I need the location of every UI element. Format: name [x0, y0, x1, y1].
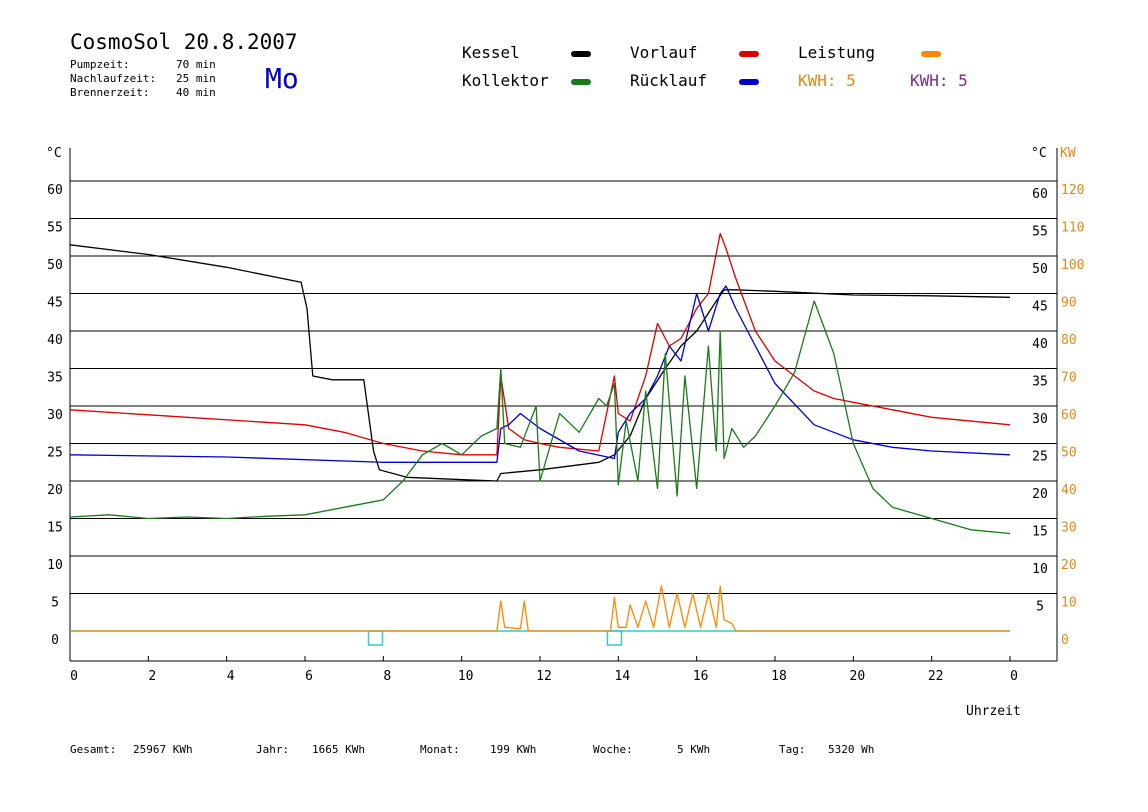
y-tick-label-left: 10 — [47, 558, 63, 573]
legend-leistung: Leistung — [798, 43, 876, 62]
y-tick-label-right: 25 — [1032, 450, 1048, 465]
y2-axis-title: KW — [1060, 146, 1076, 161]
legend-ruecklauf: Rücklauf — [630, 71, 708, 90]
footer-monat-label: Monat: — [420, 743, 460, 756]
y-tick-label-left: 45 — [47, 296, 63, 311]
y-tick-label-right: 20 — [1032, 487, 1048, 502]
y-tick-label-left: 20 — [47, 483, 63, 498]
param-value-pumpzeit: 70 min — [176, 58, 216, 71]
series-kollektor-line — [69, 300, 1011, 535]
y-tick-label-left: 30 — [47, 408, 63, 423]
series-kessel-line — [69, 244, 1011, 482]
footer-gesamt-label: Gesamt: — [70, 743, 117, 756]
y-tick-label-left: 15 — [47, 521, 63, 536]
x-tick-label: 0 — [70, 669, 78, 684]
footer-gesamt-value: 25967 KWh — [133, 743, 193, 756]
footer-monat-value: 199 KWh — [490, 743, 537, 756]
legend-kwh-2: KWH: 5 — [910, 71, 968, 90]
y2-tick-label: 50 — [1061, 446, 1077, 461]
x-tick-label: 2 — [148, 669, 156, 684]
legend-kollektor: Kollektor — [462, 71, 549, 90]
x-tick-label: 18 — [771, 669, 787, 684]
y-tick-label-left: 50 — [47, 258, 63, 273]
y2-tick-label: 40 — [1061, 483, 1077, 498]
y-tick-label-left: 60 — [47, 183, 63, 198]
pump-marker — [367, 630, 384, 646]
param-label-brennerzeit: Brennerzeit: — [70, 86, 150, 99]
x-tick-label: 8 — [383, 669, 391, 684]
y-tick-label-right: 55 — [1032, 225, 1048, 240]
x-tick-label: 16 — [693, 669, 709, 684]
y2-tick-label: 60 — [1061, 408, 1077, 423]
legend-kollektor-swatch — [571, 79, 591, 85]
series-leistung-line — [70, 585, 1010, 632]
legend-vorlauf-swatch — [739, 51, 759, 57]
y-axis-title-right: °C — [1031, 146, 1047, 161]
y2-tick-label: 0 — [1061, 633, 1069, 648]
x-tick-label: 0 — [1010, 669, 1018, 684]
series-ruecklauf-line — [69, 285, 1011, 463]
footer-tag-value: 5320 Wh — [828, 743, 875, 756]
y-tick-label-right: 50 — [1032, 262, 1048, 277]
y2-tick-label: 10 — [1061, 596, 1077, 611]
y-tick-label-left: 0 — [51, 633, 59, 648]
y-tick-label-right: 45 — [1032, 300, 1048, 315]
param-label-pumpzeit: Pumpzeit: — [70, 58, 130, 71]
y-tick-label-left: 55 — [47, 221, 63, 236]
x-tick-label: 12 — [536, 669, 552, 684]
y2-tick-label: 70 — [1061, 371, 1077, 386]
footer-woche-value: 5 KWh — [677, 743, 711, 756]
weekday-label: Mo — [265, 62, 299, 95]
y2-tick-label: 30 — [1061, 521, 1077, 536]
y-tick-label-right: 60 — [1032, 187, 1048, 202]
x-tick-label: 14 — [615, 669, 631, 684]
chart-title: CosmoSol 20.8.2007 — [70, 30, 298, 54]
pump-marker — [606, 630, 623, 646]
x-tick-label: 6 — [305, 669, 313, 684]
legend-kwh-1: KWH: 5 — [798, 71, 856, 90]
x-tick-label: 10 — [458, 669, 474, 684]
y-axis-title-left: °C — [46, 146, 62, 161]
legend-ruecklauf-swatch — [739, 79, 759, 85]
param-value-brennerzeit: 40 min — [176, 86, 216, 99]
legend-vorlauf: Vorlauf — [630, 43, 698, 62]
x-tick-label: 20 — [850, 669, 866, 684]
y2-tick-label: 100 — [1061, 258, 1084, 273]
x-tick-label: 22 — [928, 669, 944, 684]
y-tick-label-right: 10 — [1032, 562, 1048, 577]
y2-tick-label: 90 — [1061, 296, 1077, 311]
y2-tick-label: 20 — [1061, 558, 1077, 573]
y-tick-label-right: 30 — [1032, 412, 1048, 427]
y-tick-label-left: 25 — [47, 446, 63, 461]
x-tick-label: 4 — [227, 669, 235, 684]
y-tick-label-left: 5 — [51, 596, 59, 611]
x-axis-title: Uhrzeit — [966, 704, 1021, 719]
legend-leistung-swatch — [921, 51, 941, 57]
y-tick-label-right: 35 — [1032, 375, 1048, 390]
y-tick-label-left: 35 — [47, 371, 63, 386]
y-tick-label-right: 15 — [1032, 525, 1048, 540]
footer-tag-label: Tag: — [779, 743, 806, 756]
footer-jahr-value: 1665 KWh — [312, 743, 365, 756]
footer-jahr-label: Jahr: — [256, 743, 290, 756]
y2-tick-label: 110 — [1061, 221, 1084, 236]
param-label-nachlaufzeit: Nachlaufzeit: — [70, 72, 157, 85]
legend-kessel-swatch — [571, 51, 591, 57]
y-tick-label-right: 5 — [1036, 600, 1044, 615]
footer-woche-label: Woche: — [593, 743, 633, 756]
y-tick-label-right: 40 — [1032, 337, 1048, 352]
y-tick-label-left: 40 — [47, 333, 63, 348]
y2-tick-label: 120 — [1061, 183, 1084, 198]
series-vorlauf-line — [69, 232, 1011, 456]
param-value-nachlaufzeit: 25 min — [176, 72, 216, 85]
y2-tick-label: 80 — [1061, 333, 1077, 348]
legend-kessel: Kessel — [462, 43, 520, 62]
